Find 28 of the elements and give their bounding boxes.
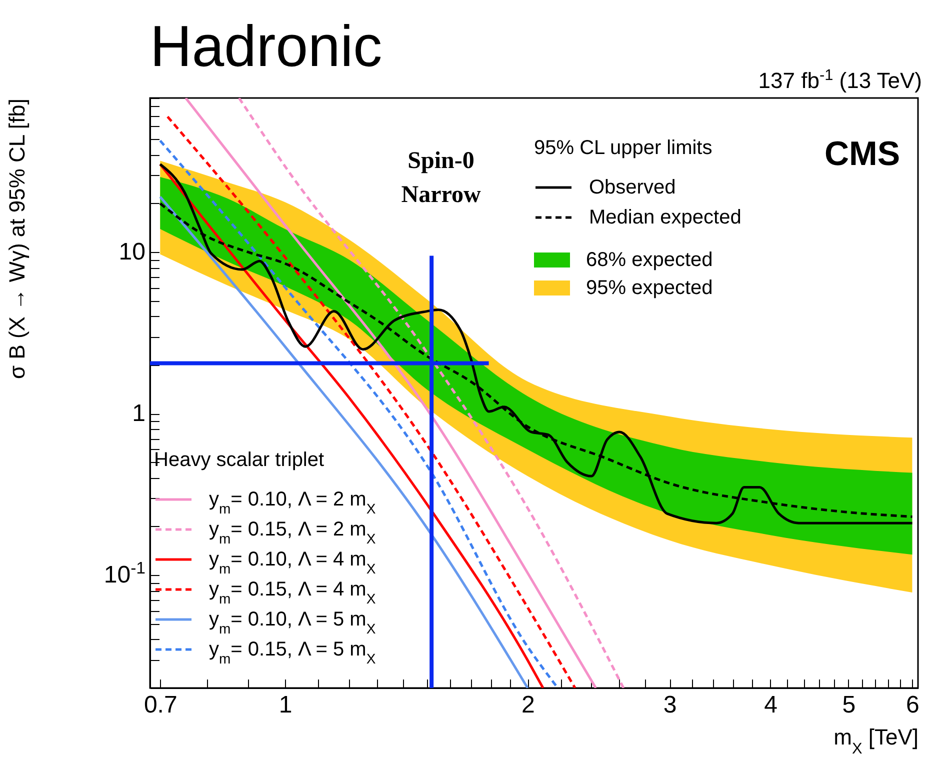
x-tick-label: 6 [906,692,920,718]
x-axis-title: m$_{X}$ [TeV] [834,724,918,757]
legend-label: 68% expected [586,249,713,271]
legend-label: y$_{m}$= 0.15, Λ = 4 m$_{X}$ [209,578,376,606]
legend-label: Observed [589,176,676,198]
annotation: CMS [824,135,900,173]
legend-label: y$_{m}$= 0.10, Λ = 5 m$_{X}$ [209,608,376,636]
x-tick-label: 1 [278,692,292,718]
y-tick-label: 1 [132,400,146,428]
x-tick-label: 2 [521,692,535,718]
text: Heavy scalar triplet [154,449,324,471]
y-axis-title: σ B (X → Wγ) at 95% CL [fb] [4,98,30,379]
chart-title: Hadronic [150,14,382,79]
legend-label: y$_{m}$= 0.15, Λ = 2 m$_{X}$ [209,518,376,546]
legend-label: Median expected [589,206,742,228]
x-tick-label: 3 [663,692,677,718]
legend-label: y$_{m}$= 0.10, Λ = 4 m$_{X}$ [209,548,376,576]
text: 137 fb$^{-1}$ (13 TeV) [758,66,922,93]
x-tick-label: 5 [842,692,856,718]
x-tick-label: 4 [764,692,778,718]
text: 95% CL upper limits [534,137,712,159]
legend-label: y$_{m}$= 0.15, Λ = 5 m$_{X}$ [209,638,376,666]
legend-label: 95% expected [586,277,713,299]
y-tick-label: 10$^{-1}$ [104,558,146,589]
y-tick-label: 10 [118,238,146,266]
x-tick-label: 0.7 [144,692,178,718]
annotation: Spin-0 Narrow [401,148,482,208]
legend-label: y$_{m}$= 0.10, Λ = 2 m$_{X}$ [209,488,376,516]
